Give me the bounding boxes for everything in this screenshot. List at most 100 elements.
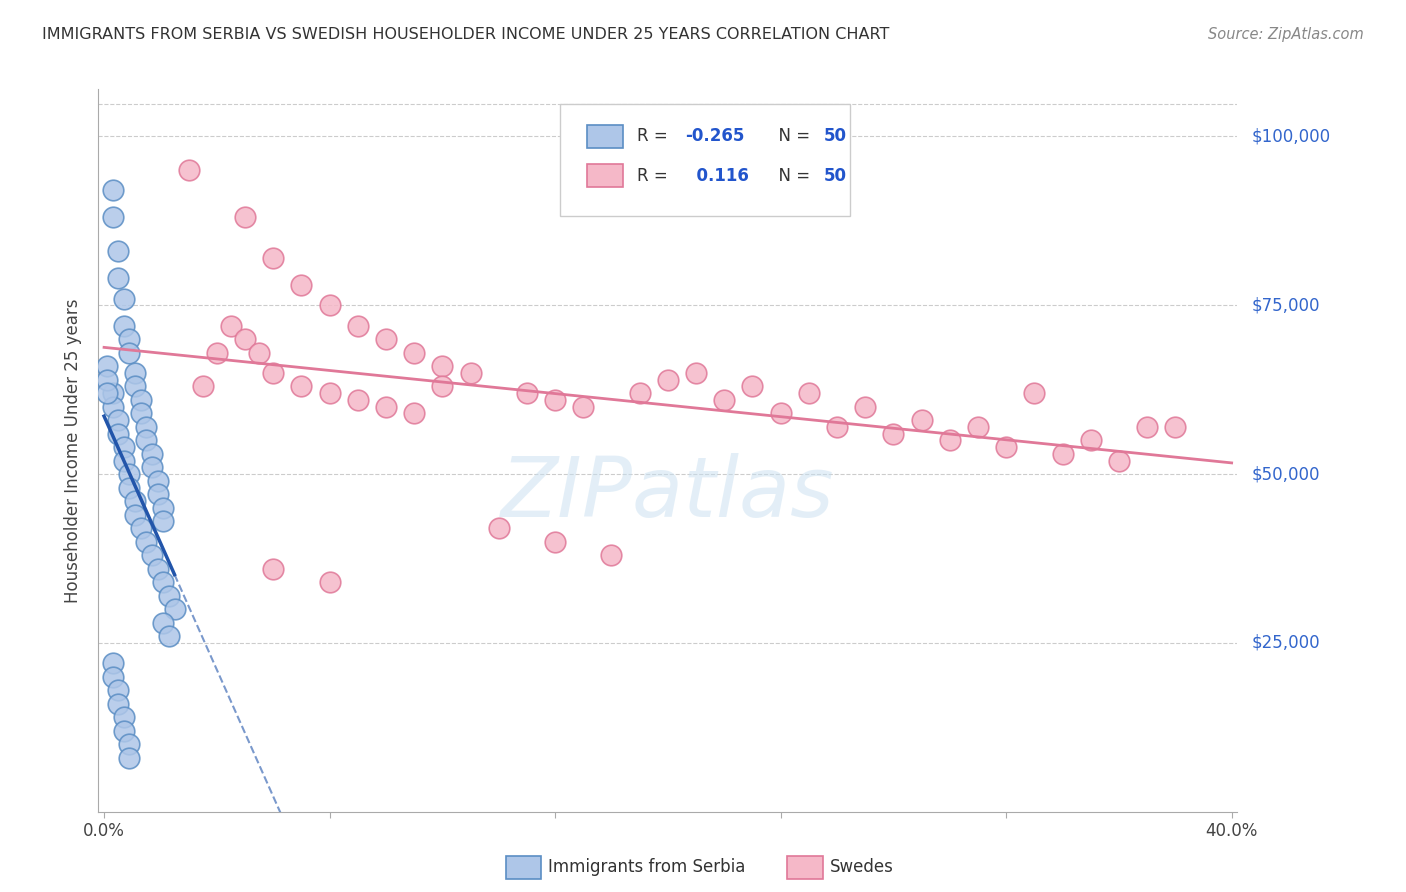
Point <box>101 211 124 225</box>
Point <box>101 656 124 670</box>
Text: $50,000: $50,000 <box>1251 465 1320 483</box>
Point <box>112 723 135 738</box>
Text: 50: 50 <box>824 167 846 185</box>
Point <box>262 251 284 265</box>
Point <box>741 379 763 393</box>
Point <box>124 494 146 508</box>
Point <box>657 373 679 387</box>
Point <box>967 420 990 434</box>
Point <box>112 292 135 306</box>
Point <box>544 392 567 407</box>
Point <box>205 345 228 359</box>
Point <box>124 508 146 522</box>
Point <box>146 487 169 501</box>
Point <box>713 392 735 407</box>
Text: Source: ZipAtlas.com: Source: ZipAtlas.com <box>1208 27 1364 42</box>
Point <box>118 345 141 359</box>
Point <box>460 366 482 380</box>
Point <box>112 440 135 454</box>
Text: ZIPatlas: ZIPatlas <box>501 453 835 534</box>
Text: Swedes: Swedes <box>830 858 893 876</box>
Point <box>628 386 651 401</box>
Point <box>769 406 792 420</box>
Point <box>318 298 340 312</box>
Point <box>544 534 567 549</box>
Point <box>1052 447 1074 461</box>
Point <box>118 332 141 346</box>
Text: N =: N = <box>768 167 815 185</box>
Point <box>262 561 284 575</box>
Point <box>290 379 312 393</box>
Point <box>141 548 163 562</box>
Y-axis label: Householder Income Under 25 years: Householder Income Under 25 years <box>65 298 83 603</box>
Point <box>375 400 398 414</box>
Point <box>375 332 398 346</box>
Point <box>432 379 454 393</box>
Point <box>101 386 124 401</box>
Text: IMMIGRANTS FROM SERBIA VS SWEDISH HOUSEHOLDER INCOME UNDER 25 YEARS CORRELATION : IMMIGRANTS FROM SERBIA VS SWEDISH HOUSEH… <box>42 27 890 42</box>
Text: N =: N = <box>768 128 815 145</box>
Point <box>101 400 124 414</box>
Point <box>135 434 157 448</box>
Text: 0.116: 0.116 <box>685 167 749 185</box>
Point <box>1108 453 1130 467</box>
Point <box>101 670 124 684</box>
Point <box>825 420 848 434</box>
Point <box>146 474 169 488</box>
Point <box>910 413 932 427</box>
Point <box>995 440 1018 454</box>
Point <box>124 366 146 380</box>
Point <box>107 244 129 259</box>
Point <box>112 318 135 333</box>
Point <box>1136 420 1159 434</box>
Point <box>853 400 876 414</box>
Point <box>107 683 129 698</box>
Point <box>152 500 174 515</box>
FancyBboxPatch shape <box>586 125 623 148</box>
Point <box>290 278 312 293</box>
Point <box>152 615 174 630</box>
Point <box>141 447 163 461</box>
Point <box>96 373 118 387</box>
Point <box>1024 386 1046 401</box>
Point <box>1164 420 1187 434</box>
Point <box>516 386 538 401</box>
Text: 50: 50 <box>824 128 846 145</box>
Point <box>146 561 169 575</box>
FancyBboxPatch shape <box>586 164 623 187</box>
Point <box>118 467 141 481</box>
FancyBboxPatch shape <box>560 103 851 216</box>
Point <box>118 481 141 495</box>
Point <box>685 366 707 380</box>
Point <box>96 359 118 373</box>
Point <box>152 575 174 590</box>
Point <box>129 521 152 535</box>
Point <box>96 386 118 401</box>
Point <box>572 400 595 414</box>
Text: $100,000: $100,000 <box>1251 128 1330 145</box>
Point <box>129 406 152 420</box>
Point <box>233 332 256 346</box>
Point <box>157 629 180 643</box>
Point <box>129 392 152 407</box>
Point <box>938 434 960 448</box>
Point <box>432 359 454 373</box>
Point <box>797 386 820 401</box>
Point <box>141 460 163 475</box>
Point <box>107 271 129 285</box>
Text: Immigrants from Serbia: Immigrants from Serbia <box>548 858 745 876</box>
Point <box>262 366 284 380</box>
Point <box>219 318 242 333</box>
Point <box>600 548 623 562</box>
Point <box>177 163 200 178</box>
Point <box>135 420 157 434</box>
Point <box>118 737 141 751</box>
Point <box>118 750 141 764</box>
Point <box>488 521 510 535</box>
Point <box>318 386 340 401</box>
Point <box>1080 434 1102 448</box>
Point <box>101 184 124 198</box>
Point <box>191 379 214 393</box>
Point <box>247 345 270 359</box>
Point <box>107 413 129 427</box>
